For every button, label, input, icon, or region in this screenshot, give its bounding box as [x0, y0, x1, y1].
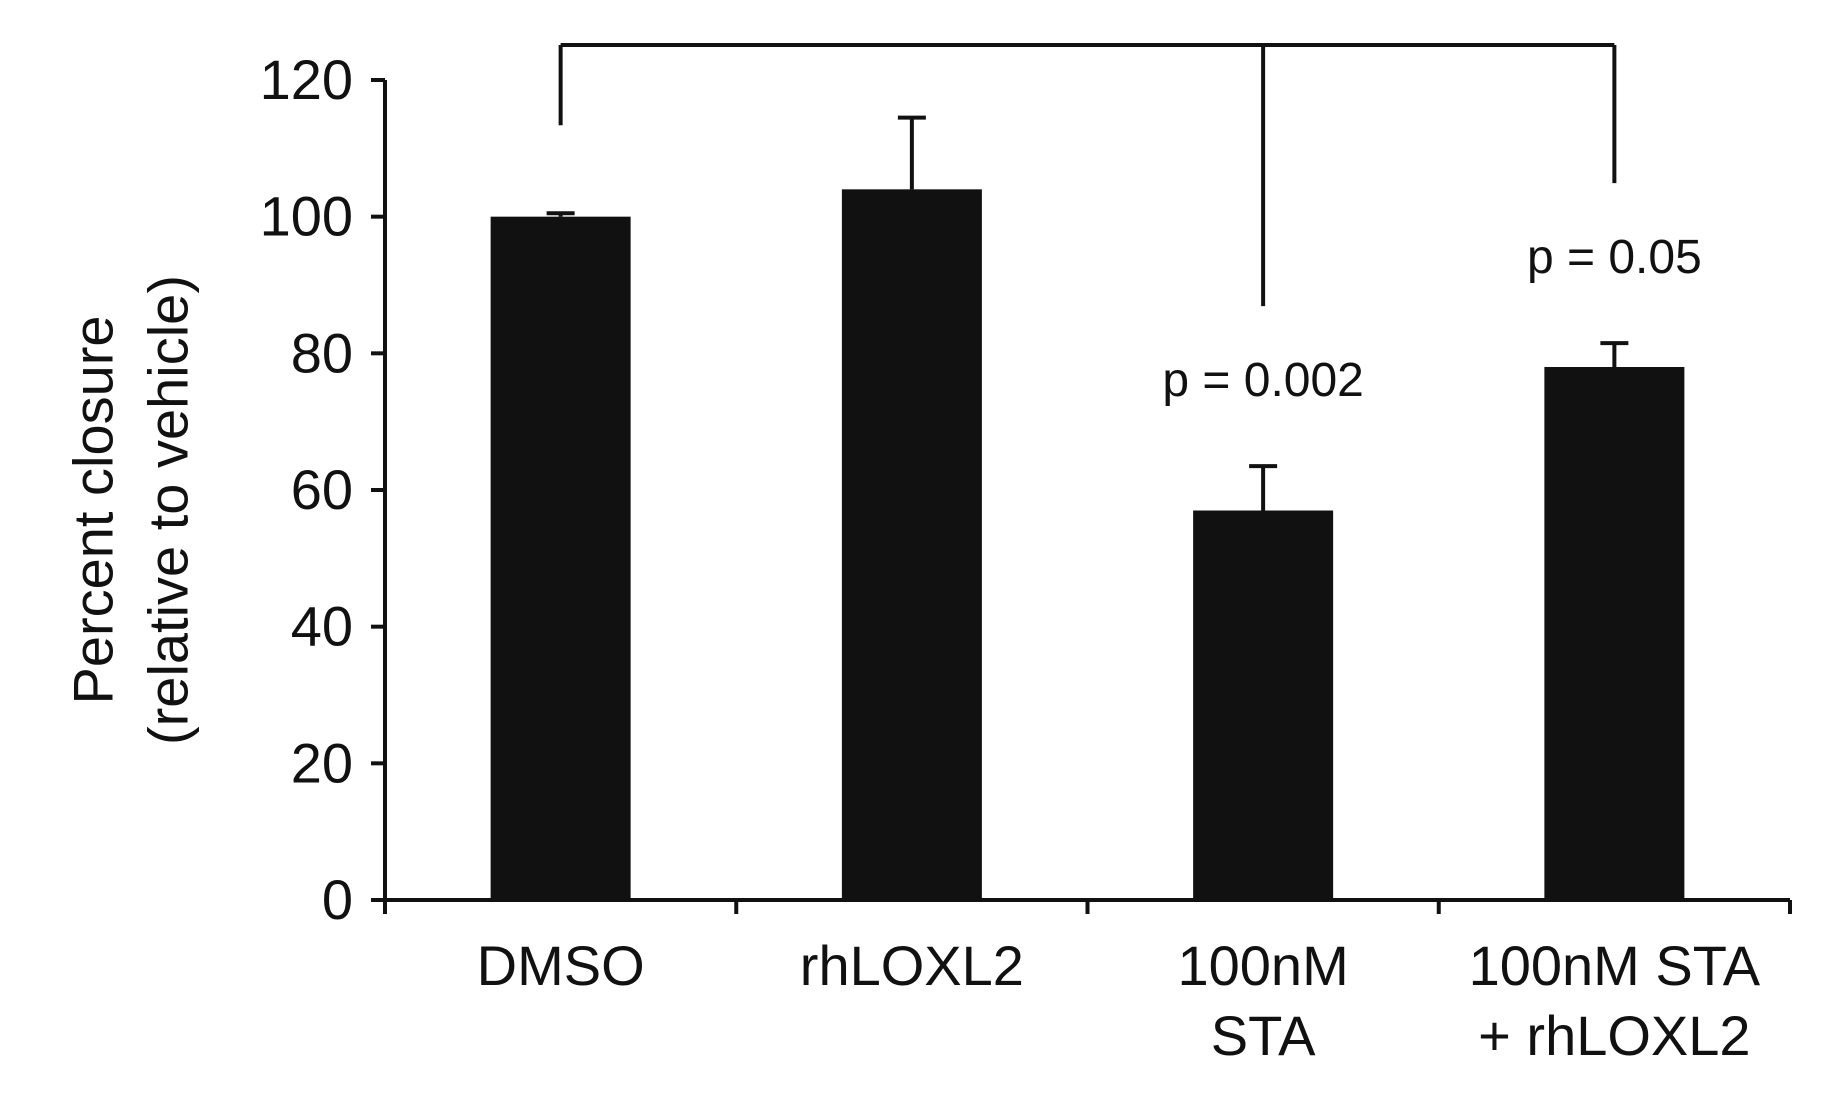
x-category-label: STA: [1211, 1004, 1316, 1067]
x-category-label: rhLOXL2: [800, 934, 1024, 997]
bar: [1193, 510, 1334, 900]
x-category-label: 100nM: [1178, 934, 1349, 997]
y-tick-label: 0: [322, 868, 353, 931]
bar: [1544, 367, 1685, 900]
bar: [490, 216, 631, 900]
x-category-label: + rhLOXL2: [1478, 1004, 1750, 1067]
y-axis-label-line: Percent closure: [61, 315, 124, 704]
x-category-label: DMSO: [477, 934, 645, 997]
y-tick-label: 120: [260, 48, 353, 111]
bar: [841, 189, 982, 901]
y-tick-label: 60: [291, 458, 353, 521]
y-tick-label: 20: [291, 731, 353, 794]
y-tick-label: 80: [291, 321, 353, 384]
y-tick-label: 40: [291, 595, 353, 658]
y-tick-label: 100: [260, 185, 353, 248]
x-category-label: 100nM STA: [1469, 934, 1761, 997]
y-axis-label-line: (relative to vehicle): [136, 275, 199, 745]
p-value-label: p = 0.002: [1162, 354, 1364, 407]
p-value-label: p = 0.05: [1527, 231, 1702, 284]
